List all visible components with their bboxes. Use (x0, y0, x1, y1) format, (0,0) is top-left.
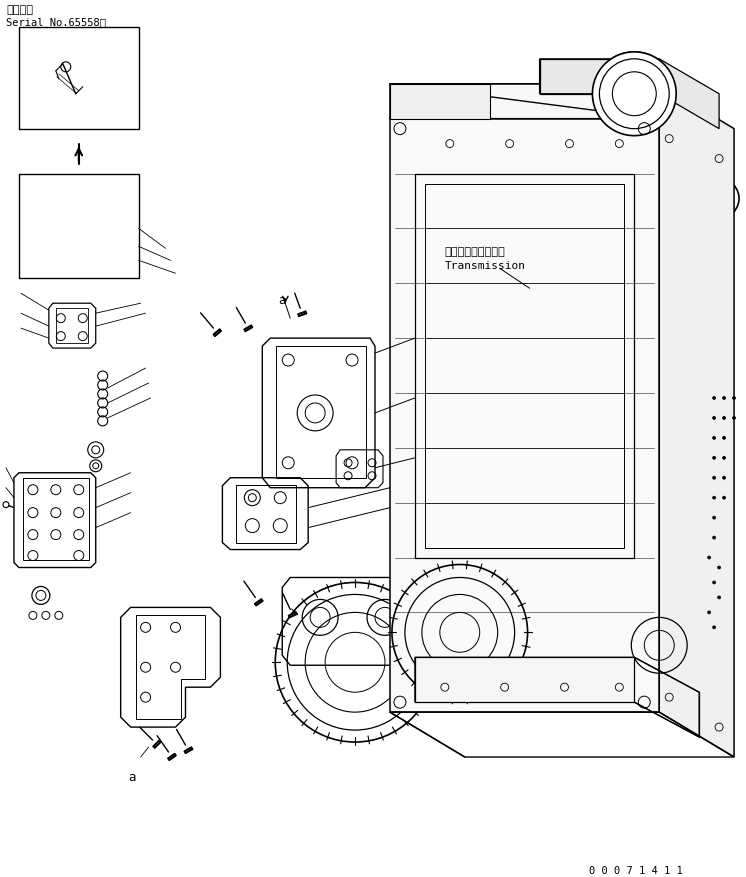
Circle shape (712, 397, 715, 400)
Text: 0 0 0 7 1 4 1 1: 0 0 0 7 1 4 1 1 (589, 865, 683, 874)
Text: a: a (128, 770, 136, 783)
Circle shape (733, 417, 736, 420)
Circle shape (712, 477, 715, 480)
Text: トランスミッション: トランスミッション (445, 247, 506, 257)
Polygon shape (415, 658, 634, 702)
Circle shape (718, 567, 721, 569)
Text: Transmission: Transmission (445, 261, 526, 271)
Polygon shape (390, 85, 719, 154)
Circle shape (712, 437, 715, 440)
Polygon shape (539, 60, 719, 130)
Circle shape (723, 397, 726, 400)
Text: 適用号機: 適用号機 (6, 5, 33, 15)
Polygon shape (659, 85, 734, 757)
Circle shape (723, 457, 726, 460)
Circle shape (718, 596, 721, 599)
Circle shape (712, 626, 715, 629)
Circle shape (723, 496, 726, 500)
Circle shape (712, 457, 715, 460)
Circle shape (712, 537, 715, 539)
Polygon shape (390, 119, 659, 712)
Circle shape (712, 417, 715, 420)
Circle shape (723, 437, 726, 440)
Polygon shape (390, 85, 489, 119)
Circle shape (723, 477, 726, 480)
Circle shape (712, 517, 715, 519)
Circle shape (723, 417, 726, 420)
Circle shape (708, 556, 711, 560)
Circle shape (712, 581, 715, 584)
Circle shape (712, 496, 715, 500)
Circle shape (592, 53, 676, 137)
Text: a: a (278, 294, 286, 307)
Text: Serial No.65558～: Serial No.65558～ (6, 17, 106, 27)
Circle shape (708, 611, 711, 614)
Circle shape (733, 397, 736, 400)
